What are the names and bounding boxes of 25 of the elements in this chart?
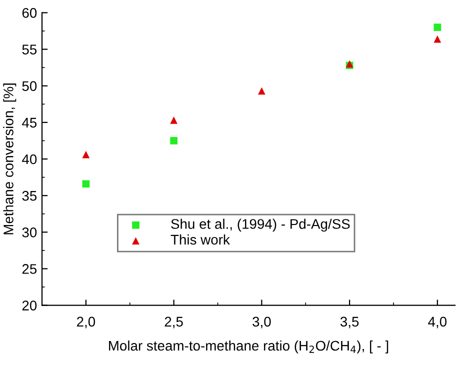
x-axis-title: Molar steam-to-methane ratio (H$_{2}$O/CH$_{4}$), [ - ]: [109, 340, 388, 354]
y-tick-label: 45: [22, 118, 37, 128]
x-tick-label: 4,0: [428, 316, 447, 328]
y-tick-label: 35: [22, 190, 37, 201]
y-tick-label: 25: [22, 264, 37, 274]
point: [82, 180, 90, 188]
x-tick-label: 3,5: [340, 316, 359, 328]
y-tick-label: 55: [22, 44, 37, 54]
x-tick-label: 2,5: [164, 316, 183, 328]
y-tick-label: 20: [22, 300, 37, 310]
point: [170, 116, 178, 124]
legend-label: Shu et al., (1994) - Pd-Ag/SS: [171, 218, 350, 232]
y-tick-label: 60: [22, 8, 37, 18]
point: [82, 150, 90, 158]
legend-label: This work: [170, 234, 230, 245]
x-tick-label: 2,0: [76, 316, 96, 328]
point: [434, 24, 442, 32]
x-tick-label: 3,0: [252, 316, 271, 328]
y-tick-label: 30: [22, 227, 37, 238]
y-tick-label: 40: [22, 154, 37, 164]
point: [170, 137, 178, 144]
y-axis-title: Methane conversion, [%]: [3, 84, 16, 234]
point: [258, 87, 266, 95]
point: [434, 35, 442, 43]
y-tick-label: 50: [22, 81, 37, 92]
